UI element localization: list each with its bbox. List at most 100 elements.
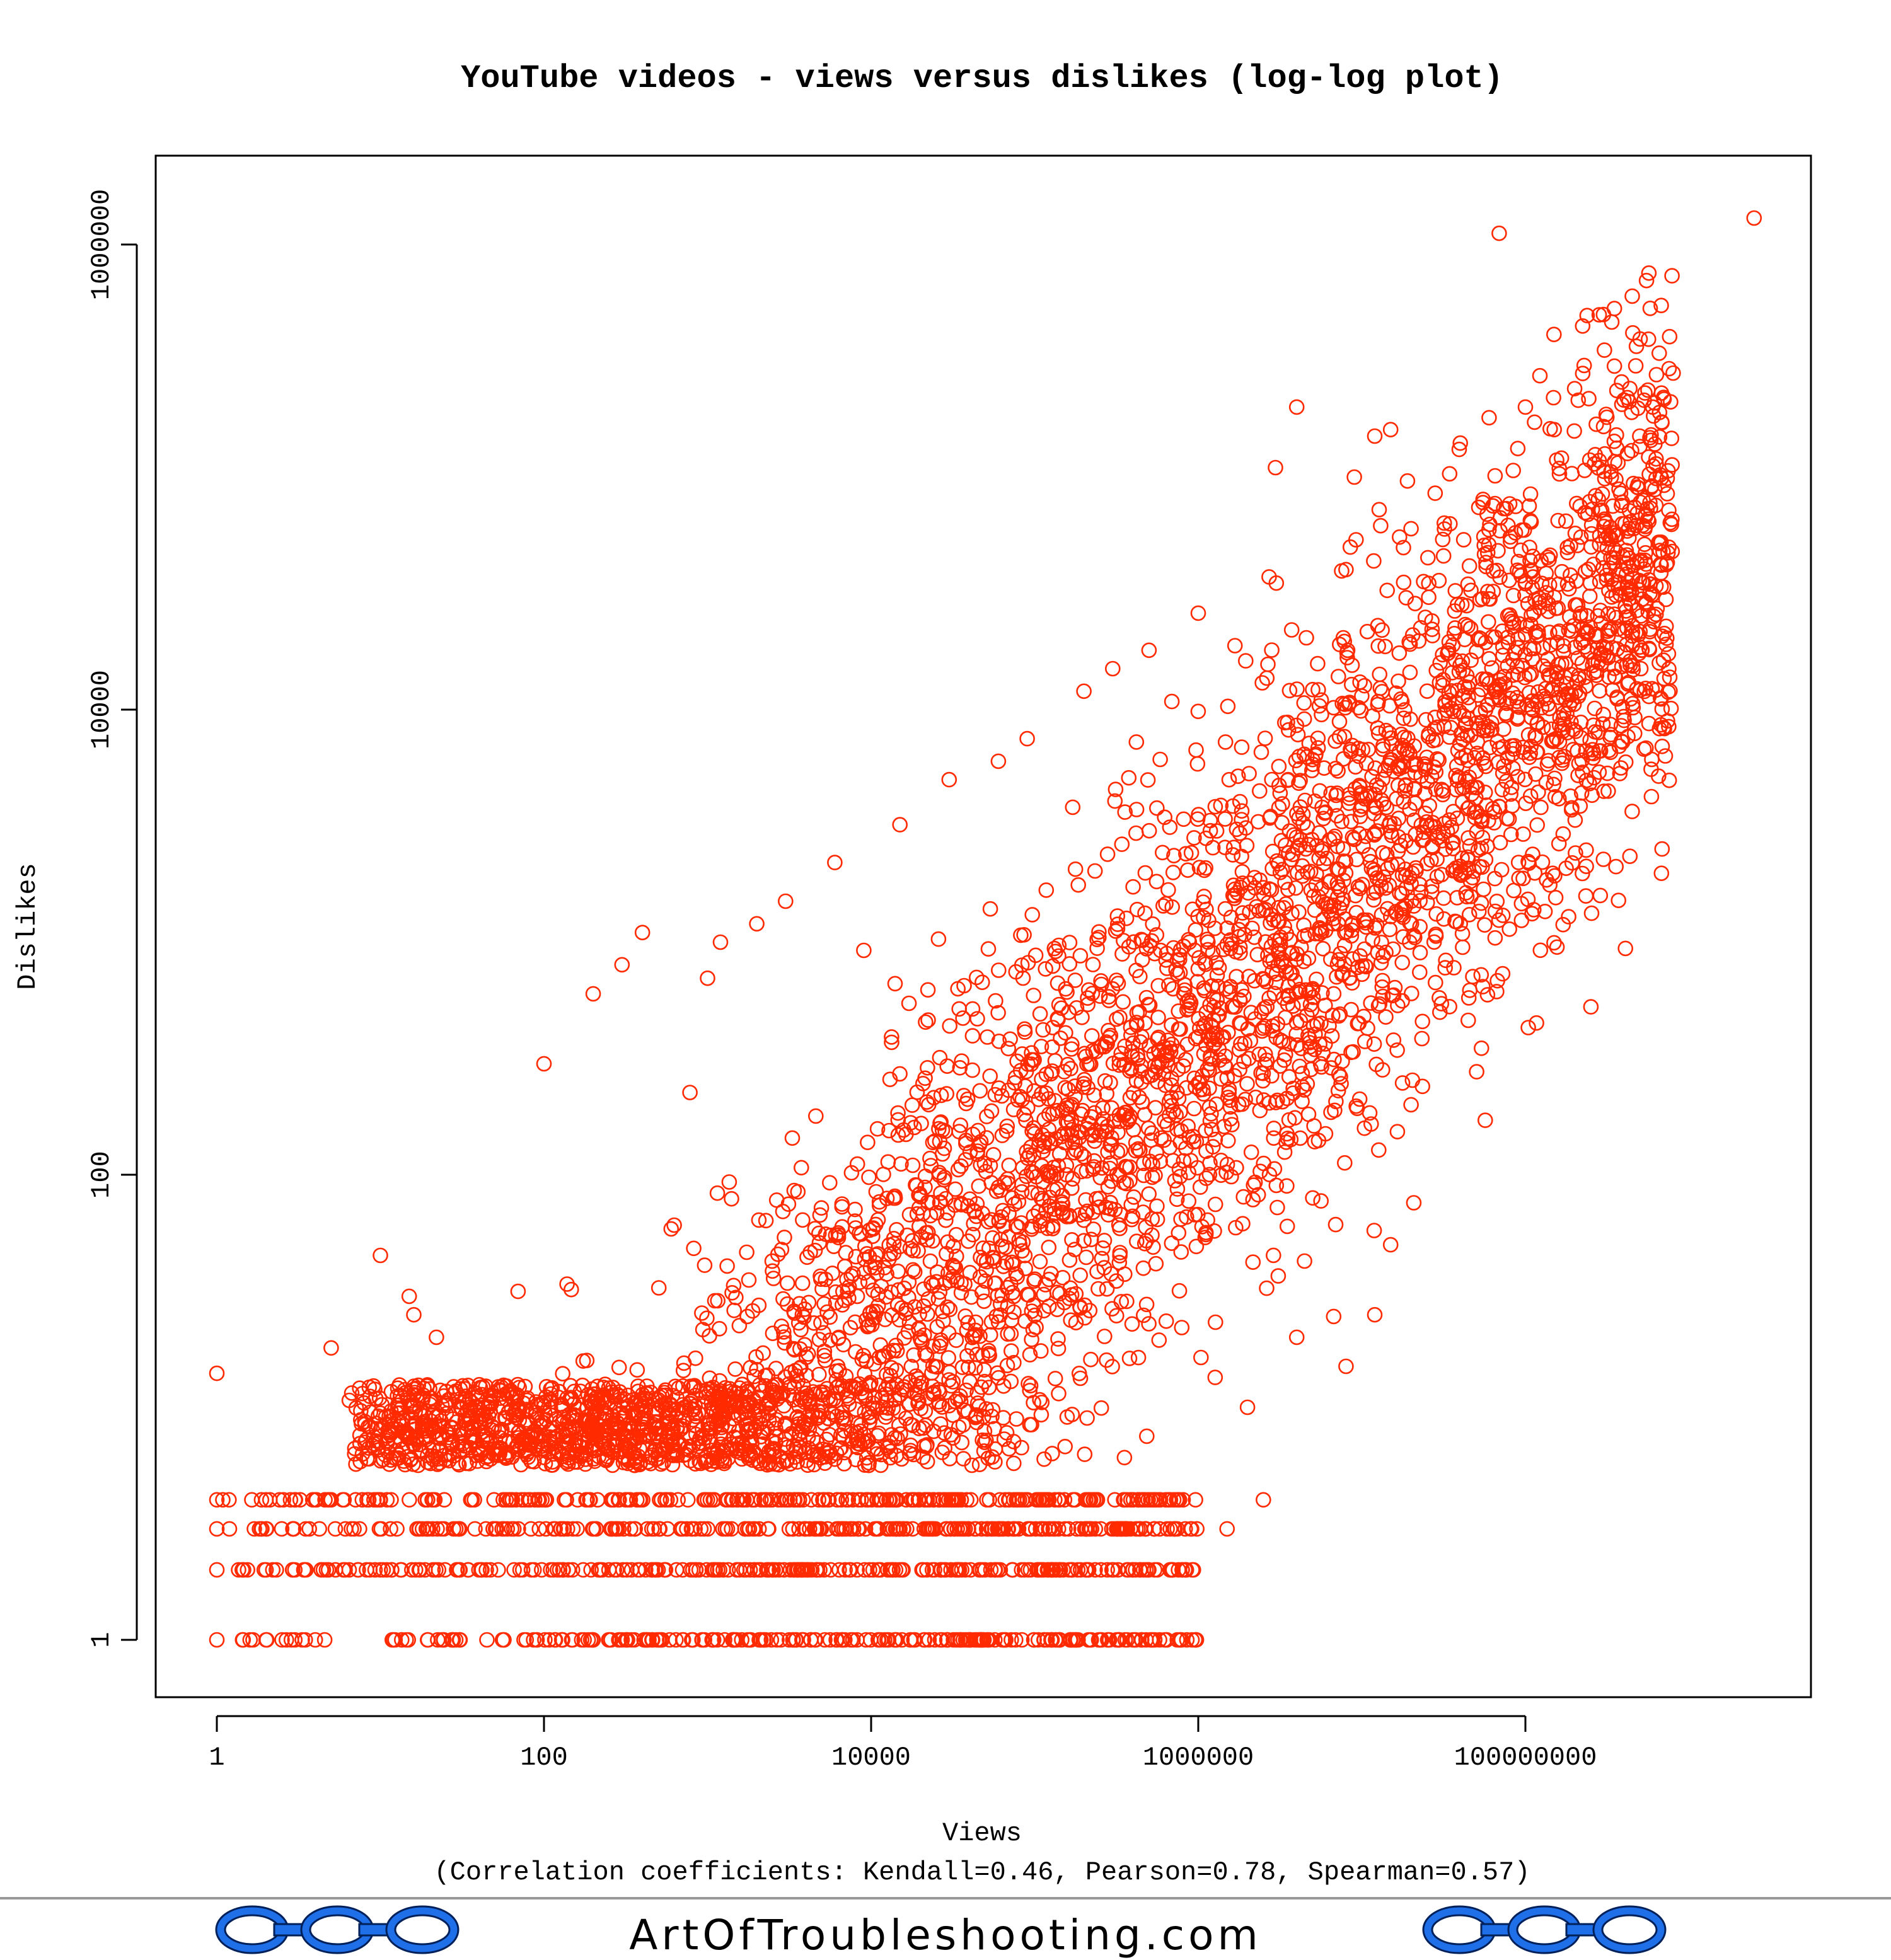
data-point — [1107, 1492, 1123, 1508]
data-point — [1313, 1193, 1329, 1209]
data-point — [1070, 1632, 1086, 1648]
data-point — [734, 1632, 749, 1648]
data-point — [1359, 623, 1375, 640]
data-point — [1083, 1351, 1099, 1368]
data-point — [938, 1521, 954, 1537]
data-point — [1085, 957, 1101, 972]
data-point — [1059, 1409, 1075, 1425]
data-point — [942, 1521, 959, 1537]
data-point — [847, 1201, 863, 1218]
data-point — [494, 1632, 511, 1648]
data-point — [1520, 1020, 1536, 1035]
data-point — [773, 1492, 790, 1508]
data-point — [1314, 706, 1329, 723]
data-point — [1487, 870, 1503, 887]
data-point — [1421, 798, 1437, 814]
data-point — [1091, 924, 1107, 940]
data-point — [1060, 1106, 1076, 1122]
data-point — [1606, 433, 1622, 449]
data-point — [1044, 1221, 1061, 1237]
data-point — [813, 1200, 830, 1216]
data-point — [1331, 669, 1346, 684]
data-point — [1053, 1562, 1068, 1578]
data-point — [362, 1562, 378, 1578]
data-point — [221, 1521, 238, 1537]
data-point — [244, 1492, 260, 1508]
data-point — [1008, 1632, 1024, 1648]
data-point — [644, 1562, 661, 1578]
data-point — [822, 1175, 838, 1190]
data-point — [1089, 940, 1105, 956]
data-point — [1220, 1090, 1236, 1105]
data-point — [1128, 1562, 1143, 1578]
data-point — [819, 1304, 835, 1320]
data-point — [639, 1521, 656, 1537]
data-point — [819, 1521, 836, 1537]
data-point — [977, 1273, 993, 1289]
data-point — [1072, 1267, 1088, 1283]
data-point — [346, 1521, 362, 1537]
data-point — [976, 1423, 993, 1439]
data-point — [936, 1425, 952, 1441]
data-point — [1245, 1254, 1261, 1270]
data-point — [1573, 730, 1589, 746]
data-point — [283, 1632, 299, 1648]
data-point — [964, 1028, 981, 1044]
data-point — [1026, 988, 1041, 1003]
data-point — [1465, 969, 1481, 984]
data-point — [1381, 877, 1397, 893]
data-point — [526, 1632, 541, 1648]
data-point — [1090, 1632, 1107, 1648]
data-point — [1549, 452, 1564, 468]
data-point — [1617, 940, 1633, 957]
data-point — [906, 1492, 923, 1508]
data-point — [320, 1562, 337, 1578]
data-point — [919, 1492, 935, 1508]
data-point — [1031, 1632, 1046, 1648]
data-point — [760, 1521, 776, 1537]
data-point — [974, 974, 990, 990]
data-point — [1471, 903, 1487, 919]
data-point — [747, 1521, 763, 1537]
data-point — [704, 1562, 720, 1578]
data-point — [1366, 1036, 1382, 1052]
data-point — [831, 1562, 847, 1578]
data-point — [1469, 1064, 1484, 1080]
data-point — [931, 1492, 947, 1508]
data-point — [285, 1521, 301, 1537]
data-point — [849, 1562, 865, 1578]
data-point — [1264, 1068, 1280, 1084]
data-point — [1073, 1146, 1089, 1162]
data-point — [606, 1562, 623, 1578]
data-point — [1489, 984, 1505, 1000]
data-point — [341, 1562, 357, 1578]
data-point — [1336, 938, 1353, 954]
data-point — [1253, 744, 1269, 760]
data-point — [861, 1169, 877, 1185]
data-point — [1363, 995, 1379, 1011]
data-point — [1391, 645, 1408, 661]
data-point — [1114, 836, 1130, 852]
data-point — [1159, 1521, 1175, 1537]
data-point — [1296, 695, 1312, 711]
data-point — [337, 1521, 354, 1537]
data-point — [1093, 1400, 1109, 1416]
data-point — [947, 1181, 963, 1197]
data-point — [1624, 442, 1639, 459]
data-point — [301, 1521, 318, 1537]
data-point — [1221, 771, 1237, 788]
data-point — [1000, 1041, 1016, 1057]
data-point — [1139, 1428, 1155, 1444]
data-point — [1033, 1039, 1050, 1054]
data-point — [490, 1562, 506, 1578]
data-point — [1371, 502, 1387, 518]
data-point — [1283, 622, 1300, 638]
data-point — [1065, 799, 1081, 816]
data-point — [673, 1521, 689, 1537]
data-point — [1186, 1100, 1202, 1117]
data-point — [979, 1492, 995, 1508]
data-point — [1379, 582, 1395, 599]
data-point — [1234, 739, 1250, 755]
data-point — [992, 1562, 1009, 1578]
data-point — [1095, 1100, 1111, 1116]
